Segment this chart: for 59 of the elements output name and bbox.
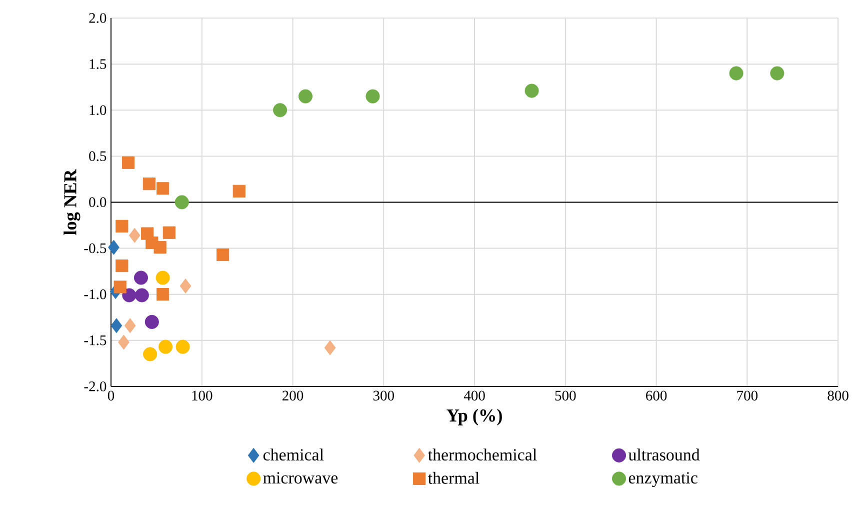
point [114,280,126,294]
point [770,66,784,80]
point [298,89,313,104]
y-tick-label: 1.5 [90,59,106,69]
point [134,270,148,285]
point [108,240,120,255]
point [116,220,128,232]
y-tick-label: 1.0 [90,105,106,116]
y-tick-label: -1.5 [84,335,106,346]
legend-label: chemical [263,448,324,461]
point [156,182,170,195]
point [232,184,246,198]
point [524,84,539,98]
x-tick-label: 100 [192,390,212,400]
x-tick-label: 300 [373,390,394,400]
point [180,278,192,294]
point [324,340,336,356]
point [156,288,170,301]
x-tick-label: 0 [108,390,114,400]
point [116,259,128,272]
point [110,318,122,334]
point [122,288,136,302]
point [118,334,130,350]
legend-label: microwave [263,472,338,484]
point [216,248,230,262]
y-tick-label: -2.0 [84,381,106,392]
x-tick-label: 400 [464,390,485,400]
y-tick-label: 0.5 [89,151,106,162]
point [124,318,136,334]
x-axis-title: Yp (%) [446,408,502,426]
point [142,178,156,190]
y-tick-label: 2.0 [89,13,106,23]
x-tick-label: 700 [737,390,758,400]
y-tick-label: -1.0 [84,289,106,300]
point [174,195,189,210]
point [273,103,288,118]
x-tick-label: 500 [555,390,576,400]
x-tick-label: 600 [646,390,667,400]
point [729,66,744,80]
point [156,270,170,285]
legend-label: enzymatic [628,472,698,488]
y-tick-label: -0.5 [84,243,106,254]
point [158,340,173,354]
x-tick-label: 800 [828,390,848,400]
point [122,156,135,169]
y-tick-label: 0.0 [89,197,106,208]
y-axis-title: log NER [64,168,80,235]
point [176,340,190,354]
point [143,347,158,362]
point [154,241,166,254]
x-tick-label: 200 [282,390,304,400]
point [366,89,380,104]
legend-label: thermochemical [428,448,537,461]
legend-label: ultrasound [628,448,700,461]
point [162,226,176,239]
point [128,228,140,243]
point [134,288,149,302]
legend-label: thermal [428,472,480,484]
point [144,314,159,329]
